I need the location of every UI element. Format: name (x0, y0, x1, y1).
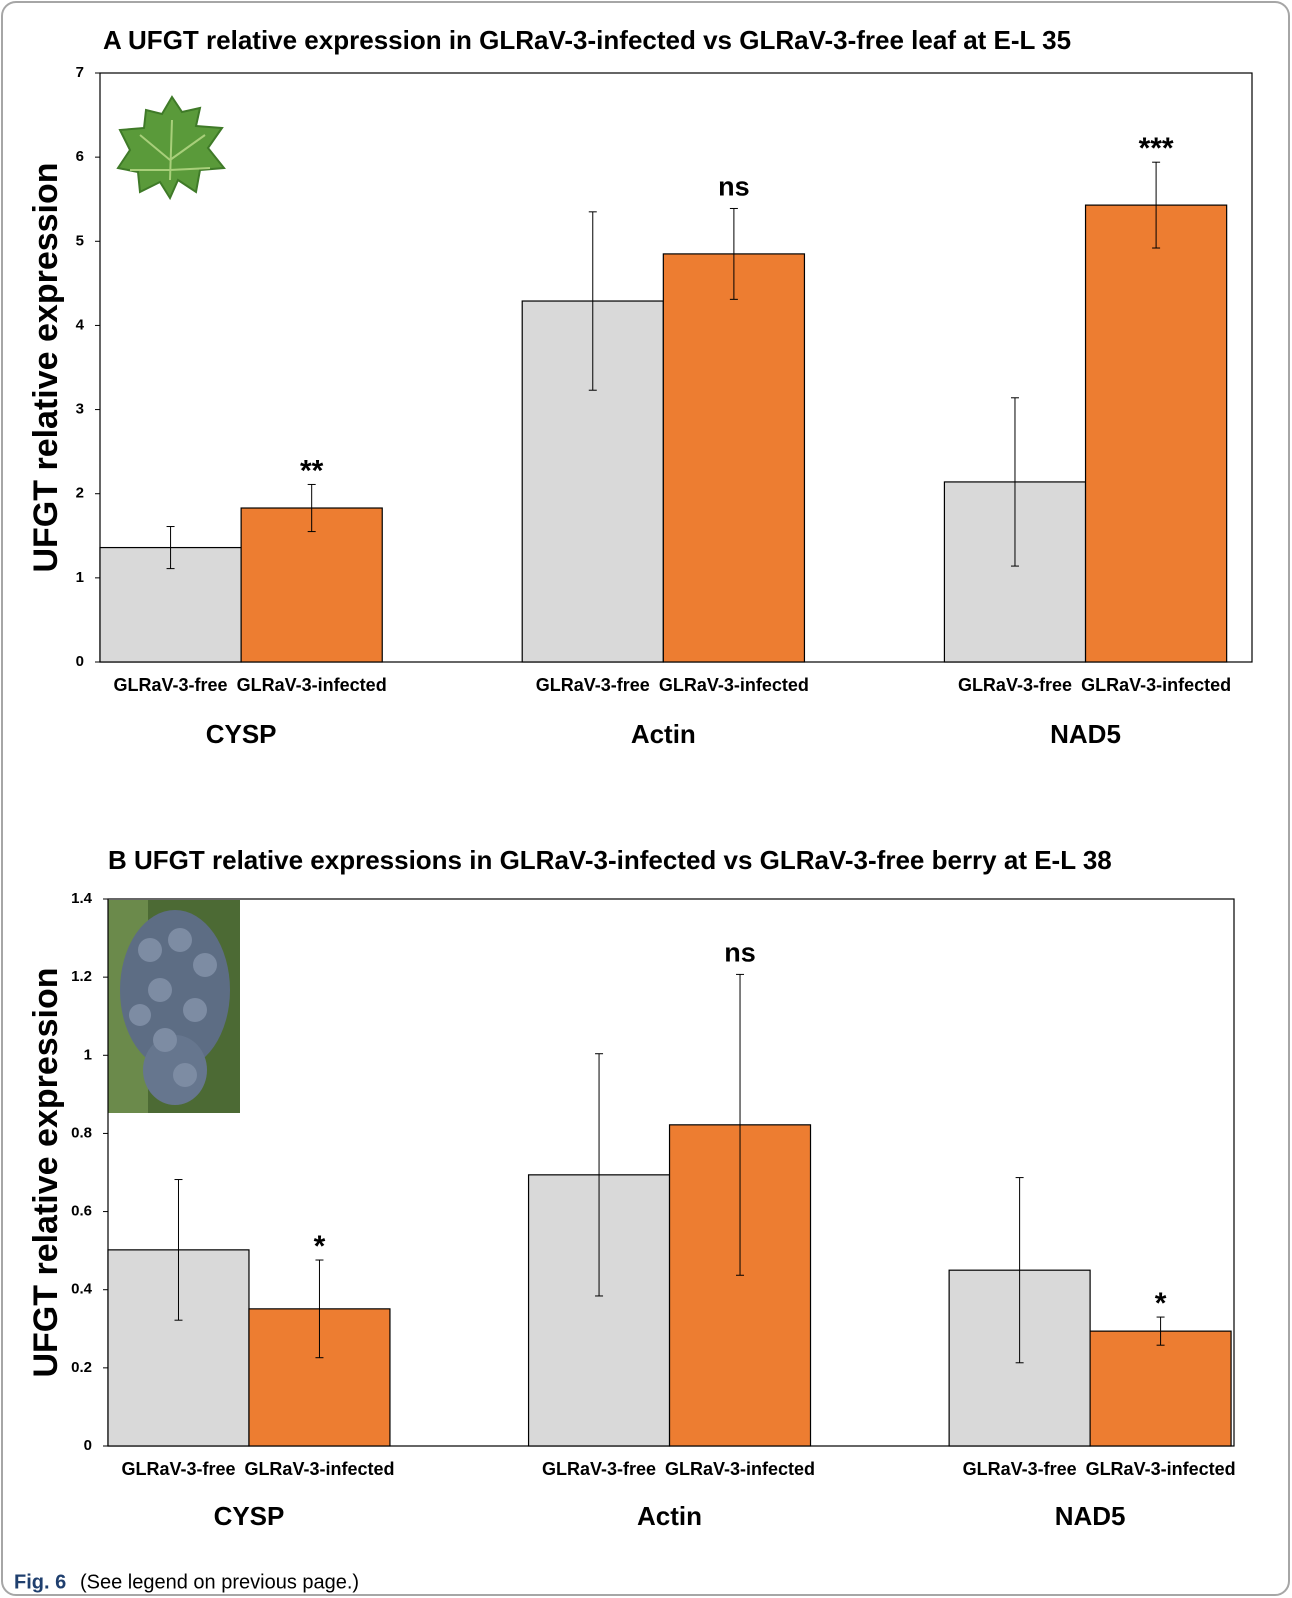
significance-label: ns (718, 172, 750, 202)
chart-title: B UFGT relative expressions in GLRaV-3-i… (108, 845, 1112, 875)
group-label: CYSP (206, 719, 277, 749)
bar (663, 254, 804, 662)
figure: Fig. 6 (See legend on previous page.) A … (0, 0, 1292, 1598)
y-tick-label: 2 (76, 485, 84, 502)
significance-label: *** (1139, 132, 1174, 165)
caption-text: (See legend on previous page.) (80, 1571, 359, 1593)
bar-label: GLRaV-3-free (963, 1459, 1077, 1479)
y-tick-label: 4 (76, 316, 85, 333)
bar-label: GLRaV-3-infected (237, 675, 387, 695)
bar-label: GLRaV-3-free (114, 675, 228, 695)
y-tick-label: 3 (76, 401, 84, 418)
y-tick-label: 1 (84, 1046, 92, 1063)
group-label: CYSP (214, 1501, 285, 1531)
y-tick-label: 5 (76, 232, 84, 249)
bar-label: GLRaV-3-infected (665, 1459, 815, 1479)
y-tick-label: 0 (76, 653, 84, 670)
bar-label: GLRaV-3-infected (244, 1459, 394, 1479)
y-tick-label: 0 (84, 1437, 92, 1454)
significance-label: * (1155, 1287, 1167, 1320)
group-label: NAD5 (1050, 719, 1121, 749)
caption-label: Fig. 6 (14, 1571, 66, 1593)
y-tick-label: 1.4 (71, 890, 93, 907)
y-axis-label: UFGT relative expression (27, 967, 65, 1377)
bar-label: GLRaV-3-free (536, 675, 650, 695)
group-label: NAD5 (1055, 1501, 1126, 1531)
y-tick-label: 0.6 (71, 1203, 92, 1220)
y-tick-label: 0.2 (71, 1359, 92, 1376)
grape-picture (108, 900, 240, 1113)
group-label: Actin (637, 1501, 702, 1531)
y-tick-label: 1.2 (71, 968, 92, 985)
bar-label: GLRaV-3-infected (659, 675, 809, 695)
y-tick-label: 0.8 (71, 1124, 92, 1141)
bar-label: GLRaV-3-free (542, 1459, 656, 1479)
bar (1090, 1331, 1231, 1446)
significance-label: ns (724, 938, 756, 968)
y-axis-label: UFGT relative expression (27, 162, 65, 572)
bar-label: GLRaV-3-infected (1081, 675, 1231, 695)
significance-label: ** (300, 454, 324, 487)
y-tick-label: 7 (76, 64, 84, 81)
leaf-picture (118, 97, 224, 198)
y-tick-label: 1 (76, 569, 84, 586)
bar-label: GLRaV-3-infected (1086, 1459, 1236, 1479)
bar (1086, 205, 1227, 662)
significance-label: * (314, 1230, 326, 1263)
y-tick-label: 0.4 (71, 1281, 93, 1298)
bar-label: GLRaV-3-free (121, 1459, 235, 1479)
bar-label: GLRaV-3-free (958, 675, 1072, 695)
chart-title: A UFGT relative expression in GLRaV-3-in… (103, 25, 1071, 55)
group-label: Actin (631, 719, 696, 749)
y-tick-label: 6 (76, 148, 84, 165)
